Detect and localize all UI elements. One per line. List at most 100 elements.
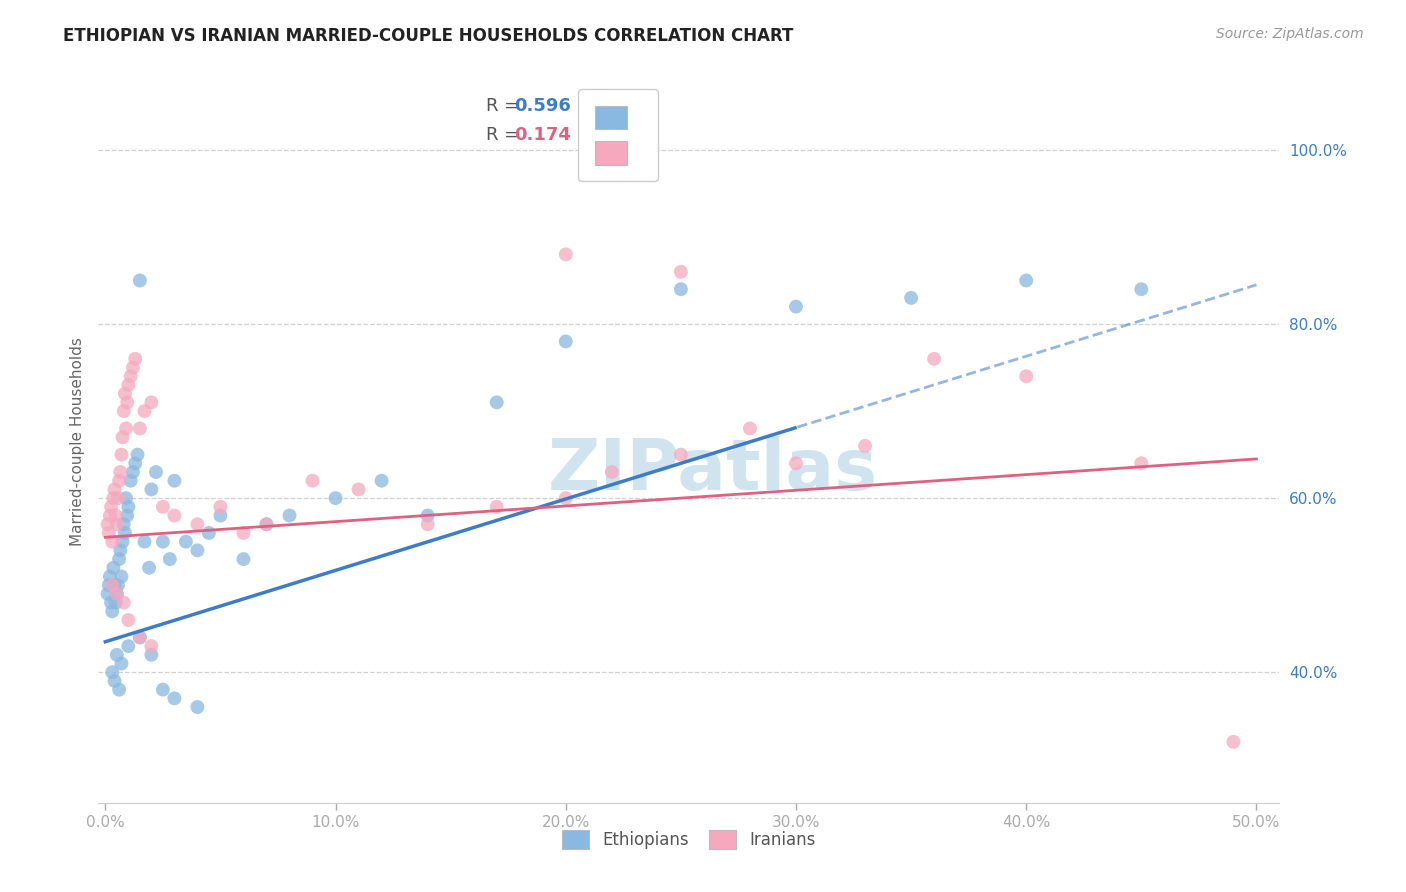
Point xyxy=(163,474,186,488)
Text: N =: N = xyxy=(565,96,616,115)
Point xyxy=(112,517,135,532)
Point xyxy=(325,491,347,505)
Point xyxy=(163,691,186,706)
Point xyxy=(122,465,145,479)
Point xyxy=(115,395,138,409)
Point xyxy=(141,639,163,653)
Point xyxy=(554,491,576,505)
Point xyxy=(97,517,120,532)
Point xyxy=(232,525,254,540)
Point xyxy=(141,648,163,662)
Point xyxy=(416,517,439,532)
Point xyxy=(101,578,124,592)
Point xyxy=(124,456,146,470)
Point xyxy=(103,483,125,497)
Point xyxy=(174,534,197,549)
Point xyxy=(124,351,146,366)
Point xyxy=(100,500,122,514)
Point xyxy=(416,508,439,523)
Text: 59: 59 xyxy=(603,96,627,115)
Point xyxy=(141,395,163,409)
Point xyxy=(112,404,135,418)
Point xyxy=(159,552,181,566)
Point xyxy=(122,360,145,375)
Point xyxy=(105,517,128,532)
Point xyxy=(111,534,134,549)
Point xyxy=(98,569,121,583)
Point xyxy=(186,700,208,714)
Text: ZIPatlas: ZIPatlas xyxy=(547,436,877,505)
Point xyxy=(669,265,692,279)
Point xyxy=(110,465,132,479)
Point xyxy=(115,421,138,435)
Point xyxy=(104,596,127,610)
Point xyxy=(900,291,922,305)
Text: R =: R = xyxy=(486,96,524,115)
Point xyxy=(163,508,186,523)
Point xyxy=(134,534,156,549)
Point xyxy=(110,657,132,671)
Point xyxy=(1015,273,1038,287)
Point xyxy=(97,525,120,540)
Point xyxy=(128,421,150,435)
Point xyxy=(134,404,156,418)
Point xyxy=(278,508,301,523)
Point xyxy=(198,525,221,540)
Point xyxy=(152,500,174,514)
Point xyxy=(114,525,136,540)
Point xyxy=(97,587,120,601)
Point xyxy=(370,474,392,488)
Point xyxy=(738,421,761,435)
Point xyxy=(120,369,142,384)
Point xyxy=(232,552,254,566)
Text: 0.596: 0.596 xyxy=(515,96,571,115)
Point xyxy=(107,491,129,505)
Point xyxy=(110,448,132,462)
Point xyxy=(1015,369,1038,384)
Point xyxy=(114,386,136,401)
Point xyxy=(108,552,131,566)
Point xyxy=(111,430,134,444)
Point xyxy=(110,543,132,558)
Point xyxy=(104,508,127,523)
Text: Source: ZipAtlas.com: Source: ZipAtlas.com xyxy=(1216,27,1364,41)
Point xyxy=(128,631,150,645)
Point xyxy=(209,500,232,514)
Point xyxy=(785,456,807,470)
Point xyxy=(101,665,124,680)
Point xyxy=(128,273,150,287)
Point xyxy=(186,517,208,532)
Point xyxy=(785,300,807,314)
Point xyxy=(145,465,167,479)
Point xyxy=(101,534,124,549)
Point xyxy=(100,596,122,610)
Point xyxy=(115,508,138,523)
Point xyxy=(853,439,876,453)
Point xyxy=(1130,456,1153,470)
Point xyxy=(101,604,124,618)
Point xyxy=(103,491,125,505)
Point xyxy=(110,569,132,583)
Point xyxy=(186,543,208,558)
Point xyxy=(97,578,120,592)
Point xyxy=(117,378,139,392)
Y-axis label: Married-couple Households: Married-couple Households xyxy=(69,337,84,546)
Point xyxy=(120,474,142,488)
Point xyxy=(347,483,370,497)
Point xyxy=(141,483,163,497)
Point xyxy=(1130,282,1153,296)
Text: 53: 53 xyxy=(603,126,627,144)
Point xyxy=(103,673,125,688)
Point xyxy=(256,517,278,532)
Point xyxy=(117,500,139,514)
Point xyxy=(152,682,174,697)
Point xyxy=(128,631,150,645)
Point xyxy=(138,561,160,575)
Point xyxy=(103,561,125,575)
Text: 0.174: 0.174 xyxy=(515,126,571,144)
Text: R =: R = xyxy=(486,126,524,144)
Legend: Ethiopians, Iranians: Ethiopians, Iranians xyxy=(553,821,825,860)
Point xyxy=(112,596,135,610)
Point xyxy=(98,508,121,523)
Point xyxy=(105,648,128,662)
